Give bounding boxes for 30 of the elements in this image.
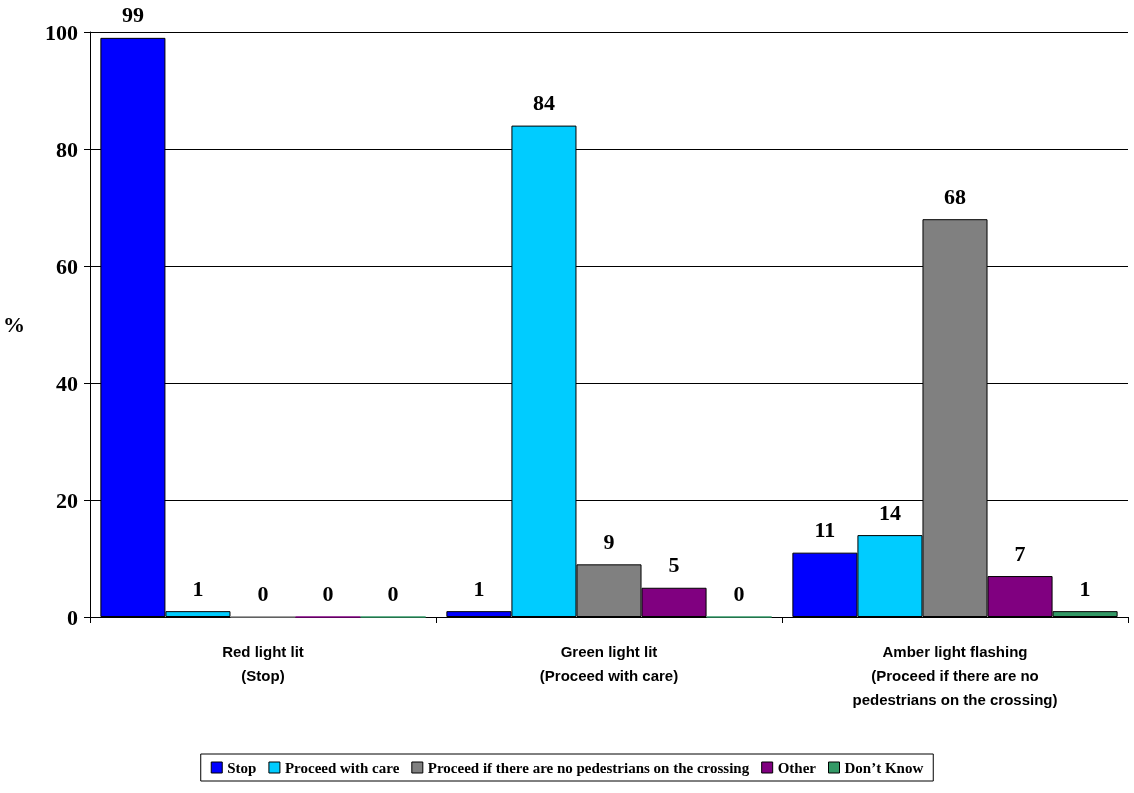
data-label: 7 — [1014, 540, 1026, 566]
legend-label: Proceed with care — [284, 759, 400, 776]
data-label: 1 — [473, 575, 485, 601]
y-tick-label: 100 — [45, 19, 78, 45]
data-label: 0 — [257, 581, 269, 606]
data-label: 11 — [814, 517, 836, 543]
y-tick-label: 20 — [56, 487, 78, 513]
y-tick-label: 60 — [56, 253, 78, 279]
data-label: 0 — [387, 581, 399, 606]
data-label: 9 — [603, 528, 615, 554]
legend-label: Proceed if there are no pedestrians on the crossing — [427, 759, 750, 776]
x-tick-label: Green light lit (Proceed with care) — [539, 642, 679, 684]
data-label: 84 — [532, 90, 555, 116]
y-tick-label: 80 — [56, 136, 78, 162]
y-tick-label: 0 — [67, 604, 78, 630]
y-tick-label: 40 — [56, 370, 78, 396]
y-axis-title: % — [3, 312, 25, 337]
x-tick-label: Amber light flashing (Proceed if there are no pedestrians on the crossing) — [852, 642, 1058, 708]
legend-label: Stop — [227, 759, 257, 776]
data-label: 1 — [1079, 575, 1091, 601]
data-label: 14 — [878, 499, 901, 525]
data-label: 1 — [192, 575, 204, 601]
x-tick-label: Red light lit (Stop) — [222, 642, 304, 684]
legend-label: Other — [777, 759, 817, 776]
data-label: 68 — [944, 183, 966, 209]
data-label: 5 — [668, 552, 680, 578]
data-label: 0 — [322, 581, 334, 606]
data-label: 0 — [733, 581, 745, 606]
legend-label: Don’t Know — [844, 759, 924, 776]
data-label: 99 — [121, 2, 144, 28]
